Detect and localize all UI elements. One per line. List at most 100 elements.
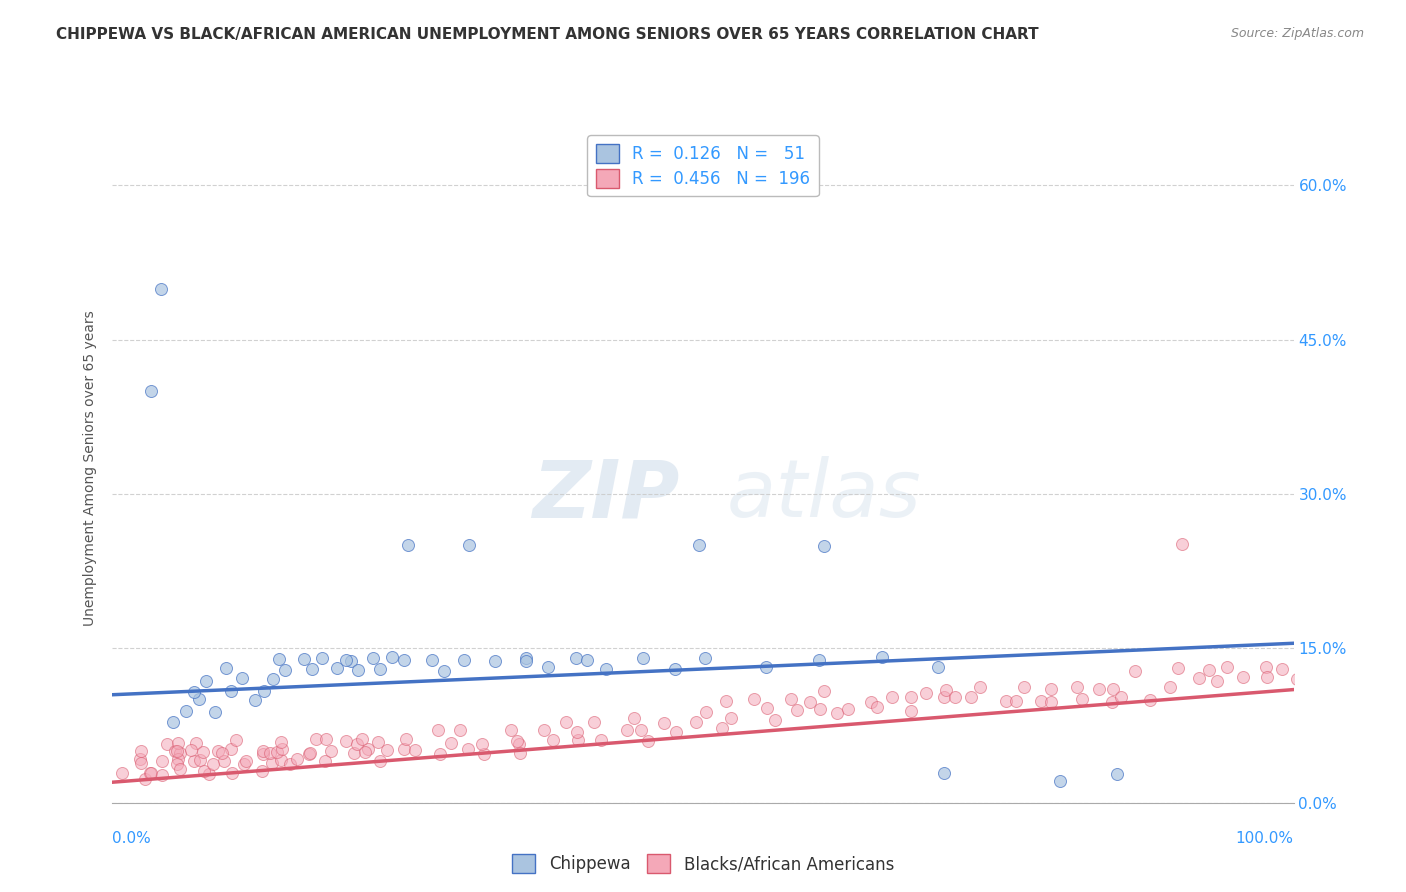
Point — [932, 690, 955, 705]
Point — [194, 673, 217, 688]
Point — [471, 737, 494, 751]
Point — [211, 746, 233, 760]
Point — [1087, 682, 1109, 697]
Point — [187, 691, 209, 706]
Point — [763, 714, 786, 728]
Point — [714, 693, 737, 707]
Point — [139, 766, 162, 780]
Point — [139, 384, 162, 398]
Point — [262, 673, 284, 687]
Point — [515, 651, 537, 665]
Point — [688, 538, 710, 552]
Point — [219, 742, 242, 756]
Point — [198, 766, 221, 780]
Point — [375, 743, 398, 757]
Point — [429, 747, 451, 761]
Point — [1256, 670, 1278, 684]
Point — [367, 735, 389, 749]
Point — [637, 733, 659, 747]
Point — [665, 724, 688, 739]
Point — [253, 684, 276, 698]
Point — [779, 692, 801, 706]
Point — [449, 723, 471, 737]
Point — [882, 690, 904, 704]
Point — [420, 653, 443, 667]
Point — [837, 702, 859, 716]
Point — [1066, 680, 1088, 694]
Point — [457, 742, 479, 756]
Point — [1188, 671, 1211, 685]
Point — [340, 654, 363, 668]
Point — [440, 736, 463, 750]
Point — [1167, 661, 1189, 675]
Point — [183, 754, 205, 768]
Point — [343, 746, 366, 760]
Point — [156, 737, 179, 751]
Point — [426, 723, 449, 737]
Point — [695, 705, 717, 719]
Point — [870, 649, 893, 664]
Point — [166, 756, 188, 771]
Point — [591, 732, 613, 747]
Point — [943, 690, 966, 704]
Point — [1206, 673, 1229, 688]
Text: atlas: atlas — [727, 456, 921, 534]
Point — [1198, 663, 1220, 677]
Point — [368, 662, 391, 676]
Point — [235, 754, 257, 768]
Point — [363, 651, 385, 665]
Point — [755, 660, 778, 674]
Point — [346, 663, 368, 677]
Point — [243, 693, 266, 707]
Point — [711, 721, 734, 735]
Point — [575, 653, 598, 667]
Point — [207, 743, 229, 757]
Point — [508, 737, 530, 751]
Point — [1014, 681, 1036, 695]
Point — [1271, 662, 1294, 676]
Point — [756, 701, 779, 715]
Point — [1256, 659, 1278, 673]
Point — [969, 681, 991, 695]
Point — [396, 538, 419, 552]
Point — [1070, 691, 1092, 706]
Point — [162, 714, 184, 729]
Point — [221, 766, 243, 780]
Point — [315, 732, 337, 747]
Point — [314, 754, 336, 768]
Point — [630, 723, 652, 737]
Point — [509, 747, 531, 761]
Point — [134, 772, 156, 787]
Point — [595, 663, 617, 677]
Point — [1102, 681, 1125, 696]
Point — [368, 754, 391, 768]
Point — [900, 690, 922, 705]
Point — [935, 683, 957, 698]
Point — [1123, 664, 1146, 678]
Point — [193, 764, 215, 778]
Point — [565, 651, 588, 665]
Point — [270, 754, 292, 768]
Point — [212, 755, 235, 769]
Point — [294, 652, 316, 666]
Point — [167, 736, 190, 750]
Point — [742, 692, 765, 706]
Point — [813, 539, 835, 553]
Point — [394, 742, 416, 756]
Point — [188, 753, 211, 767]
Point — [183, 684, 205, 698]
Point — [346, 737, 368, 751]
Point — [202, 757, 225, 772]
Point — [505, 733, 527, 747]
Point — [174, 704, 197, 718]
Point — [900, 704, 922, 718]
Point — [1105, 767, 1128, 781]
Point — [215, 660, 238, 674]
Point — [501, 723, 523, 737]
Point — [184, 736, 207, 750]
Point — [1040, 682, 1063, 697]
Point — [458, 538, 481, 552]
Point — [1171, 537, 1194, 551]
Point — [433, 664, 456, 678]
Point — [225, 733, 247, 747]
